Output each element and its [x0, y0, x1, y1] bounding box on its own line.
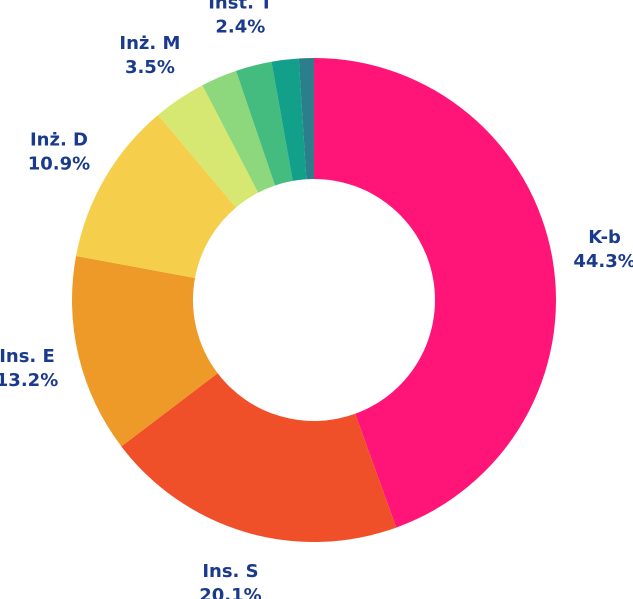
- slice-label: Inst. T 2.4%: [208, 0, 273, 37]
- slice-label: K-b 44.3%: [573, 227, 633, 272]
- donut-slice: [76, 114, 237, 278]
- donut-slice: [236, 61, 293, 186]
- slice-label-name: K-b: [588, 227, 621, 248]
- donut-slice: [158, 85, 259, 208]
- slice-label-name: Inst. T: [208, 0, 273, 13]
- slice-label-name: Ins. S: [202, 561, 258, 582]
- slice-label: Inż. D 10.9%: [28, 130, 90, 175]
- slices-layer: [72, 58, 556, 542]
- slice-label-name: Inż. D: [30, 130, 88, 151]
- donut-slice: [298, 58, 314, 180]
- slice-label-percent: 3.5%: [125, 57, 175, 78]
- donut-slice: [271, 58, 307, 181]
- slice-label-percent: 13.2%: [0, 370, 58, 391]
- slice-label-name: Ins. E: [0, 346, 55, 367]
- slice-label: Inż. M 3.5%: [119, 33, 180, 78]
- donut-slice: [121, 373, 397, 542]
- slice-label-percent: 10.9%: [28, 154, 90, 175]
- slice-label-percent: 44.3%: [573, 251, 633, 272]
- donut-slice: [202, 70, 276, 193]
- donut-slice: [72, 255, 218, 447]
- slice-label-percent: 20.1%: [199, 585, 261, 599]
- donut-slice: [314, 58, 556, 528]
- slice-label: Ins. S 20.1%: [199, 561, 261, 599]
- slice-label-name: Inż. M: [119, 33, 180, 54]
- slice-label: Ins. E 13.2%: [0, 346, 58, 391]
- slice-label-percent: 2.4%: [215, 16, 265, 37]
